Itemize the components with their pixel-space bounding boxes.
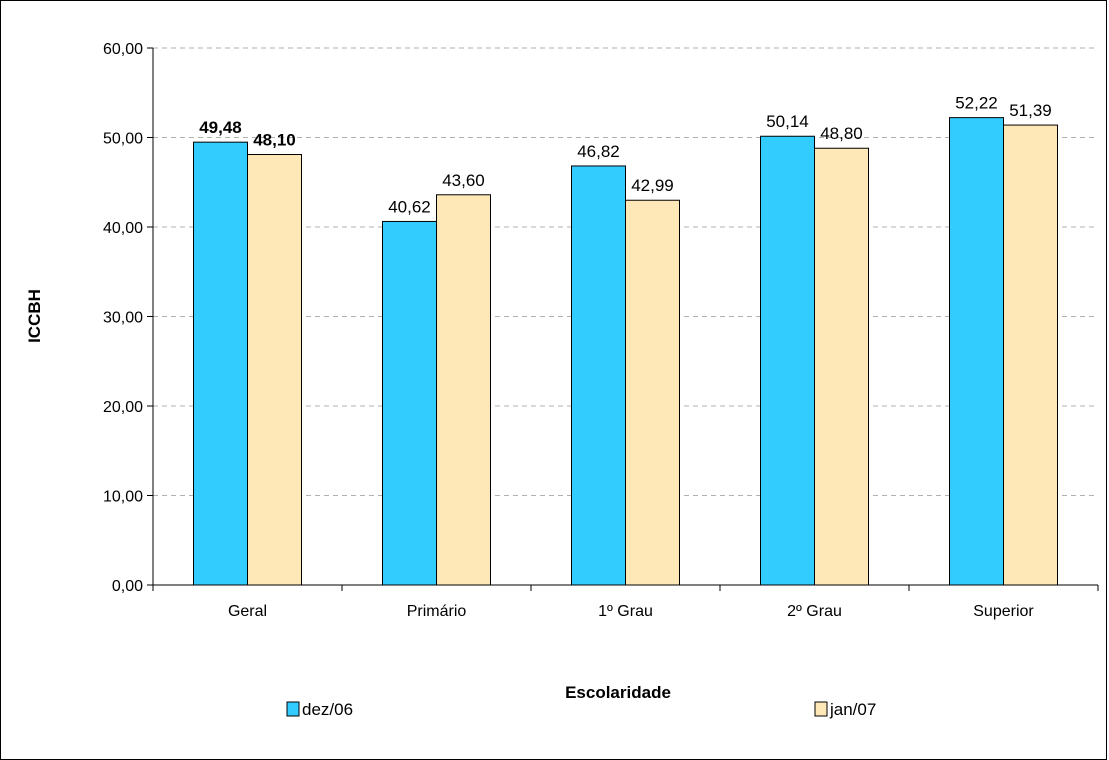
- bar-jan-07-1: [247, 154, 302, 586]
- axes: 0,00 10,00 20,00 30,00 40,00 50,00 60,00 Geral P…: [103, 41, 1099, 620]
- data-label: 48,80: [820, 124, 863, 143]
- legend-swatch: [814, 701, 828, 717]
- data-label: 51,39: [1009, 101, 1052, 120]
- bar-chart: 0,00 10,00 20,00 30,00 40,00 50,00 60,00 Geral P…: [25, 41, 1099, 719]
- bars: [193, 117, 1058, 586]
- y-tick-label: 20,00: [103, 399, 143, 416]
- y-tick-label: 0,00: [112, 578, 143, 595]
- y-tick-label: 60,00: [103, 41, 143, 58]
- x-category-label: Primário: [407, 603, 467, 620]
- data-label: 48,10: [253, 131, 296, 150]
- data-label: 46,82: [577, 142, 620, 161]
- bar-dez-06-1: [193, 141, 248, 586]
- bar-dez-06-2: [382, 220, 437, 586]
- bar-jan-07-4: [814, 147, 869, 586]
- legend-swatch: [286, 701, 300, 717]
- y-axis-title: ICCBH: [25, 289, 44, 343]
- legend-label: jan/07: [829, 700, 876, 719]
- bar-jan-07-2: [436, 194, 491, 586]
- x-category-label: Geral: [228, 603, 267, 620]
- data-label: 43,60: [442, 171, 485, 190]
- bar-dez-06-5: [949, 117, 1004, 586]
- bar-dez-06-3: [571, 165, 626, 586]
- gridlines: [153, 47, 1098, 496]
- legend: dez/06 jan/07: [286, 700, 876, 719]
- bar-jan-07-3: [625, 199, 680, 586]
- x-category-label: Superior: [973, 603, 1034, 620]
- x-category-label: 2º Grau: [787, 603, 842, 620]
- y-tick-label: 40,00: [103, 220, 143, 237]
- y-tick-label: 50,00: [103, 131, 143, 148]
- y-tick-label: 30,00: [103, 310, 143, 327]
- data-label: 40,62: [388, 197, 431, 216]
- data-labels: 49,48 48,10 40,62 43,60 46,82 42,99 50,14 48,80…: [199, 94, 1052, 217]
- x-category-label: 1º Grau: [598, 603, 653, 620]
- data-label: 49,48: [199, 118, 242, 137]
- data-label: 52,22: [955, 94, 998, 113]
- legend-label: dez/06: [302, 700, 353, 719]
- y-tick-label: 10,00: [103, 489, 143, 506]
- x-axis-title: Escolaridade: [565, 683, 671, 702]
- bar-dez-06-4: [760, 135, 815, 586]
- data-label: 42,99: [631, 176, 674, 195]
- data-label: 50,14: [766, 112, 809, 131]
- bar-jan-07-5: [1003, 124, 1058, 586]
